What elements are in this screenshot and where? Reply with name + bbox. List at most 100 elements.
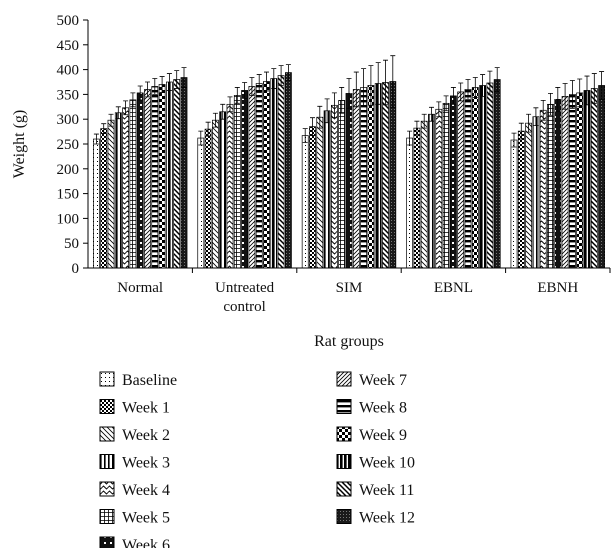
error-bar <box>285 64 291 81</box>
bar <box>331 104 338 269</box>
error-bar <box>310 117 315 136</box>
legend-label: Week 10 <box>359 455 415 472</box>
error-bar <box>234 87 240 104</box>
error-bar <box>450 87 456 105</box>
bar <box>532 116 540 269</box>
error-bar <box>390 55 396 108</box>
legend-label: Week 5 <box>122 510 170 527</box>
bar <box>248 86 256 269</box>
error-bar <box>93 133 99 145</box>
error-bar <box>533 107 539 127</box>
bar <box>479 85 486 269</box>
bar <box>204 128 212 269</box>
bar <box>598 85 605 269</box>
bar <box>389 81 397 269</box>
bar <box>323 110 331 269</box>
bar <box>382 82 389 269</box>
bar <box>457 91 465 269</box>
x-tick-label: EBNL <box>434 280 473 296</box>
bar <box>158 84 166 269</box>
bar <box>277 75 285 269</box>
bar <box>100 128 108 269</box>
bar <box>92 138 100 269</box>
bar <box>374 83 382 269</box>
error-bar <box>152 78 158 95</box>
bar <box>212 119 219 269</box>
bar <box>554 99 562 269</box>
legend-swatch <box>99 371 115 387</box>
bar <box>219 111 227 269</box>
bar <box>510 139 518 269</box>
error-bar <box>256 74 262 93</box>
x-tick-label: Untreated <box>215 280 275 296</box>
error-bar <box>212 112 218 128</box>
x-tick-label: control <box>223 299 266 315</box>
y-tick-label: 150 <box>57 187 80 203</box>
bar <box>316 116 324 269</box>
error-bar <box>166 73 172 91</box>
error-bar <box>548 93 553 116</box>
error-bar <box>271 68 277 89</box>
error-bar <box>205 121 211 137</box>
legend-label: Week 2 <box>122 427 170 444</box>
error-bar <box>339 87 345 114</box>
legend-swatch <box>336 399 352 414</box>
x-tick-label: Normal <box>117 280 163 296</box>
y-tick-label: 200 <box>57 162 80 178</box>
bar-groups <box>92 55 605 269</box>
legend-swatch <box>336 454 352 469</box>
bar <box>517 130 525 269</box>
bar <box>173 79 181 269</box>
legend-label: Week 6 <box>122 537 170 548</box>
error-bar <box>458 82 464 102</box>
bar <box>360 87 367 269</box>
bar <box>255 83 263 269</box>
error-bar <box>324 98 330 124</box>
bar <box>486 82 494 269</box>
bar <box>263 81 270 269</box>
error-bar <box>577 78 583 108</box>
error-bar <box>145 81 150 98</box>
bar <box>144 89 151 269</box>
error-bar <box>174 70 180 89</box>
legend-label: Week 12 <box>359 510 415 527</box>
bar <box>568 94 576 269</box>
error-bar <box>540 99 546 121</box>
error-bar <box>227 96 233 113</box>
legend-label: Week 1 <box>122 400 170 417</box>
legend-label: Week 9 <box>359 427 407 444</box>
error-bar <box>368 65 374 106</box>
error-bar <box>414 120 420 136</box>
bar <box>583 90 591 269</box>
error-bar <box>443 95 449 112</box>
bar <box>561 96 569 269</box>
y-tick-label: 300 <box>57 112 80 128</box>
bar <box>285 72 292 269</box>
error-bar <box>599 71 605 100</box>
error-bar <box>346 78 352 109</box>
bar <box>107 119 115 269</box>
bar <box>576 92 584 269</box>
y-tick-label: 500 <box>57 13 80 29</box>
error-bar <box>242 82 248 99</box>
legend-label: Week 8 <box>359 400 407 417</box>
error-bar <box>130 92 136 108</box>
error-bar <box>249 77 255 96</box>
y-tick-label: 100 <box>57 211 80 227</box>
legend-swatch <box>99 509 115 524</box>
x-axis-title: Rat groups <box>314 333 384 350</box>
error-bar <box>407 130 413 146</box>
error-bar <box>421 113 427 129</box>
bar <box>129 99 137 269</box>
error-bar <box>123 100 129 116</box>
bar <box>442 102 450 269</box>
bar <box>270 78 278 269</box>
legend-label: Week 3 <box>122 455 170 472</box>
error-bar <box>375 62 381 105</box>
error-bar <box>137 85 143 101</box>
error-bar <box>198 130 204 146</box>
legend-label: Week 7 <box>359 372 407 389</box>
bar <box>352 89 360 269</box>
bar <box>428 113 435 269</box>
